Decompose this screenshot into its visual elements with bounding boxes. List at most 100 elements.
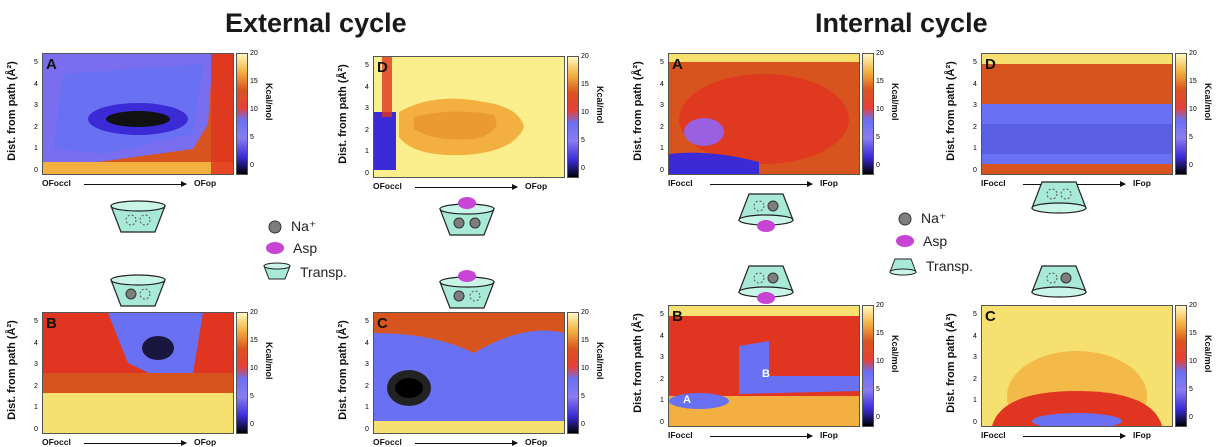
y-tick-label: 4 [34, 339, 38, 347]
y-tick-label: 5 [660, 59, 664, 66]
x-axis-arrow [415, 184, 518, 190]
panel-label: C [377, 315, 388, 332]
x-axis-label-end: OFop [194, 178, 217, 188]
legend-asp-label: Asp [293, 240, 318, 256]
colorbar-tick-label: 10 [1189, 106, 1197, 113]
colorbar-unit-label: Kcal/mol [595, 86, 605, 124]
aspartate-icon [896, 235, 914, 247]
y-tick-label: 1 [34, 404, 38, 411]
energy-landscape [982, 306, 1172, 426]
energy-landscape [982, 54, 1172, 174]
colorbar-tick-label: 15 [1189, 78, 1197, 85]
colorbar-tick-label: 0 [1189, 414, 1193, 421]
x-axis-arrow [710, 433, 813, 439]
x-axis-label-start: IFoccl [668, 178, 693, 188]
x-axis-label-end: OFop [525, 181, 548, 191]
y-tick-label: 3 [973, 354, 977, 361]
colorbar-tick-label: 10 [581, 365, 589, 372]
x-axis-arrow [710, 181, 813, 187]
legend-transporter-label: Transp. [300, 264, 347, 280]
x-axis-label-start: OFoccl [373, 437, 402, 447]
x-axis-label-end: OFop [194, 437, 217, 447]
energy-map-ext-C: C [373, 312, 565, 434]
colorbar-tick-label: 10 [250, 365, 258, 372]
colorbar-tick-label: 20 [876, 50, 884, 57]
colorbar [567, 56, 579, 178]
inward-transporter-icon-one-sodium [1031, 265, 1087, 298]
energy-map-ext-A: A [42, 53, 234, 175]
region-label-a: A [683, 394, 691, 406]
inward-transporter-icon-empty [1031, 181, 1087, 214]
colorbar-tick-label: 5 [250, 134, 254, 141]
colorbar-unit-label: Kcal/mol [264, 83, 274, 121]
colorbar-tick-label: 5 [581, 137, 585, 144]
y-tick-label: 5 [365, 62, 369, 69]
panel-label: D [985, 56, 996, 73]
transporter-legend-icon [263, 262, 291, 280]
colorbar-tick-label: 0 [581, 165, 585, 172]
legend-asp: Asp [265, 240, 317, 256]
y-tick-label: 3 [34, 102, 38, 109]
y-tick-label: 2 [365, 126, 369, 134]
y-tick-label: 0 [365, 425, 369, 433]
colorbar-unit-label: Kcal/mol [595, 342, 605, 380]
y-tick-label: 0 [660, 418, 664, 426]
y-tick-label: 1 [973, 145, 977, 152]
transporter-icon-one-sodium [110, 274, 166, 307]
y-axis-label: Dist. from path (Å²) [6, 61, 18, 161]
y-tick-label: 4 [365, 339, 369, 347]
transporter-icon-two-sodium-asp [439, 197, 495, 236]
panel-label: B [46, 315, 57, 332]
energy-map-int-B: B A B [668, 305, 860, 427]
colorbar-tick-label: 5 [1189, 386, 1193, 393]
colorbar-tick-label: 10 [250, 106, 258, 113]
x-axis-arrow [1023, 433, 1126, 439]
colorbar-tick-label: 15 [581, 81, 589, 88]
energy-map-int-A: A [668, 53, 860, 175]
y-tick-label: 5 [365, 318, 369, 325]
colorbar-tick-label: 0 [876, 414, 880, 421]
colorbar-tick-label: 10 [876, 358, 884, 365]
y-tick-label: 4 [34, 80, 38, 88]
y-tick-label: 0 [365, 169, 369, 177]
y-tick-label: 5 [973, 311, 977, 318]
colorbar-unit-label: Kcal/mol [890, 83, 900, 121]
y-axis-label: Dist. from path (Å²) [337, 320, 349, 420]
aspartate-icon [266, 242, 284, 254]
y-axis-label: Dist. from path (Å²) [632, 61, 644, 161]
x-axis-label-end: IFop [1133, 430, 1151, 440]
y-tick-label: 0 [660, 166, 664, 174]
colorbar-tick-label: 10 [581, 109, 589, 116]
panel-label: B [672, 308, 683, 325]
panel-label: A [672, 56, 683, 73]
colorbar-tick-label: 10 [876, 106, 884, 113]
y-tick-label: 2 [365, 382, 369, 390]
y-tick-label: 1 [973, 397, 977, 404]
colorbar-tick-label: 15 [581, 337, 589, 344]
y-tick-label: 3 [660, 354, 664, 361]
legend-asp-internal: Asp [895, 233, 947, 249]
legend-sodium: Na⁺ [267, 218, 316, 235]
y-tick-label: 4 [365, 83, 369, 91]
y-axis-label: Dist. from path (Å²) [632, 313, 644, 413]
y-axis-label: Dist. from path (Å²) [6, 320, 18, 420]
colorbar-tick-label: 15 [876, 330, 884, 337]
energy-landscape [374, 57, 564, 177]
colorbar-tick-label: 15 [1189, 330, 1197, 337]
legend-sodium-label: Na⁺ [921, 210, 947, 226]
x-axis-label-start: IFoccl [981, 178, 1006, 188]
colorbar-tick-label: 15 [250, 337, 258, 344]
y-tick-label: 0 [34, 166, 38, 174]
energy-map-ext-D: D [373, 56, 565, 178]
energy-landscape [669, 54, 859, 174]
colorbar-tick-label: 20 [1189, 50, 1197, 57]
colorbar-tick-label: 5 [250, 393, 254, 400]
inward-transporter-icon-two-sodium-asp [738, 193, 794, 232]
y-tick-label: 2 [660, 375, 664, 383]
y-tick-label: 2 [973, 123, 977, 131]
x-axis-label-start: IFoccl [668, 430, 693, 440]
colorbar-unit-label: Kcal/mol [264, 342, 274, 380]
y-tick-label: 3 [660, 102, 664, 109]
x-axis-label-end: OFop [525, 437, 548, 447]
y-tick-label: 0 [973, 166, 977, 174]
